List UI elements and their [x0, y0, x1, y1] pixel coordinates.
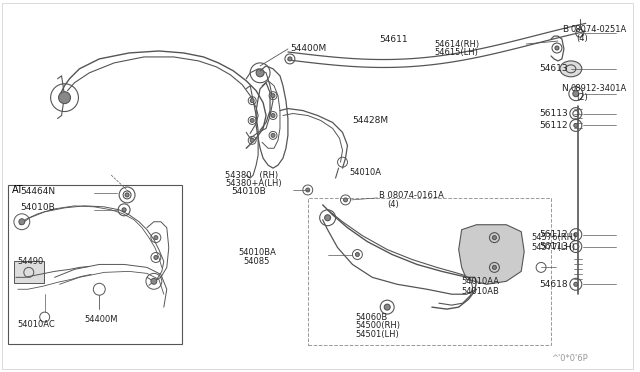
- Text: 54010BA: 54010BA: [238, 248, 276, 257]
- Circle shape: [271, 113, 275, 118]
- Bar: [14, 262, 44, 283]
- Text: 54010AC: 54010AC: [18, 320, 56, 328]
- Text: (2): (2): [576, 93, 588, 102]
- Text: 56113: 56113: [539, 109, 568, 118]
- Circle shape: [256, 69, 264, 77]
- Text: 54010AA: 54010AA: [461, 277, 500, 286]
- Circle shape: [250, 138, 254, 142]
- Text: 54501(LH): 54501(LH): [355, 330, 399, 339]
- Text: (4): (4): [387, 201, 399, 209]
- Ellipse shape: [560, 61, 582, 77]
- Text: ^'0*0'6P: ^'0*0'6P: [551, 354, 588, 363]
- Text: B 08074-0161A: B 08074-0161A: [380, 192, 444, 201]
- Text: 54085: 54085: [243, 257, 269, 266]
- Text: 54380   (RH): 54380 (RH): [225, 171, 278, 180]
- Text: 54490: 54490: [18, 257, 44, 266]
- Circle shape: [555, 46, 559, 50]
- Circle shape: [344, 198, 348, 202]
- Text: 54400M: 54400M: [290, 45, 326, 54]
- Text: 54010AB: 54010AB: [461, 287, 500, 296]
- Text: 56113: 56113: [539, 242, 568, 251]
- Circle shape: [574, 124, 578, 128]
- Circle shape: [125, 193, 129, 197]
- Circle shape: [324, 215, 331, 221]
- Text: N: N: [561, 84, 568, 93]
- Circle shape: [492, 235, 497, 240]
- Circle shape: [306, 188, 310, 192]
- Text: 54400M: 54400M: [84, 315, 118, 324]
- Text: 56112: 56112: [540, 230, 568, 239]
- Circle shape: [19, 219, 25, 225]
- Text: B: B: [562, 25, 568, 33]
- Bar: [308, 198, 551, 345]
- Circle shape: [271, 94, 275, 97]
- Text: 54380+A(LH): 54380+A(LH): [225, 179, 282, 187]
- Text: AT: AT: [12, 185, 24, 195]
- Text: 54010B: 54010B: [231, 187, 266, 196]
- Text: 54577(LH): 54577(LH): [531, 243, 575, 252]
- Text: 08912-3401A: 08912-3401A: [571, 84, 627, 93]
- Text: 54613: 54613: [540, 64, 568, 73]
- Text: 54614(RH): 54614(RH): [435, 39, 480, 48]
- Circle shape: [250, 119, 254, 122]
- Circle shape: [271, 134, 275, 137]
- Circle shape: [250, 99, 254, 103]
- Circle shape: [384, 304, 390, 310]
- Circle shape: [122, 208, 126, 212]
- Bar: [8, 185, 182, 344]
- Text: 54428M: 54428M: [353, 116, 388, 125]
- Circle shape: [59, 92, 70, 103]
- Circle shape: [288, 57, 292, 61]
- Circle shape: [574, 232, 578, 237]
- Text: 54464N: 54464N: [20, 187, 55, 196]
- Circle shape: [151, 278, 157, 284]
- Text: 54500(RH): 54500(RH): [355, 321, 401, 330]
- Text: 54060B: 54060B: [355, 312, 388, 321]
- Polygon shape: [459, 225, 524, 284]
- Text: 54010B: 54010B: [20, 203, 54, 212]
- Circle shape: [154, 235, 158, 240]
- Text: 56112: 56112: [540, 121, 568, 130]
- Circle shape: [154, 256, 158, 259]
- Text: 54576(RH): 54576(RH): [531, 233, 577, 242]
- Text: 54611: 54611: [380, 35, 408, 44]
- Text: 54010A: 54010A: [349, 168, 381, 177]
- Text: 08074-0251A: 08074-0251A: [571, 25, 627, 33]
- Circle shape: [355, 253, 360, 256]
- Text: 54615(LH): 54615(LH): [435, 48, 479, 57]
- Text: 54618: 54618: [540, 280, 568, 289]
- Circle shape: [492, 266, 497, 269]
- Circle shape: [573, 91, 579, 97]
- Circle shape: [574, 282, 578, 286]
- Text: (4): (4): [576, 33, 588, 42]
